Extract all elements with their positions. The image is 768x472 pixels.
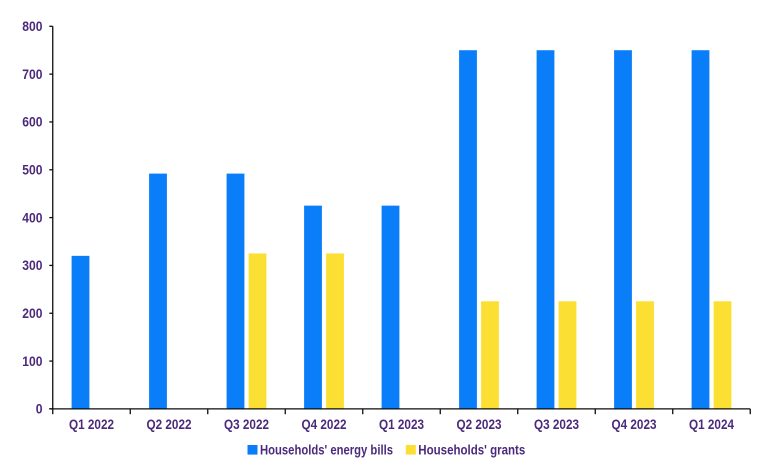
svg-text:Q1 2022: Q1 2022 bbox=[69, 416, 114, 432]
svg-text:Households' grants: Households' grants bbox=[418, 441, 525, 457]
svg-text:300: 300 bbox=[22, 257, 42, 273]
svg-text:200: 200 bbox=[22, 305, 42, 321]
svg-text:600: 600 bbox=[22, 114, 42, 130]
svg-text:Q2 2022: Q2 2022 bbox=[147, 416, 192, 432]
svg-text:Q1 2024: Q1 2024 bbox=[689, 416, 734, 432]
svg-text:Q3 2022: Q3 2022 bbox=[224, 416, 269, 432]
svg-text:700: 700 bbox=[22, 66, 42, 82]
svg-text:Q2 2023: Q2 2023 bbox=[457, 416, 502, 432]
svg-text:0: 0 bbox=[36, 401, 43, 417]
svg-text:Q1 2023: Q1 2023 bbox=[379, 416, 424, 432]
svg-text:Households' energy bills: Households' energy bills bbox=[260, 441, 393, 457]
svg-text:100: 100 bbox=[22, 353, 42, 369]
svg-text:Q4 2023: Q4 2023 bbox=[612, 416, 657, 432]
svg-text:Q4 2022: Q4 2022 bbox=[302, 416, 347, 432]
svg-text:800: 800 bbox=[22, 18, 42, 34]
svg-text:Q3 2023: Q3 2023 bbox=[534, 416, 579, 432]
svg-text:400: 400 bbox=[22, 209, 42, 225]
svg-text:500: 500 bbox=[22, 161, 42, 177]
